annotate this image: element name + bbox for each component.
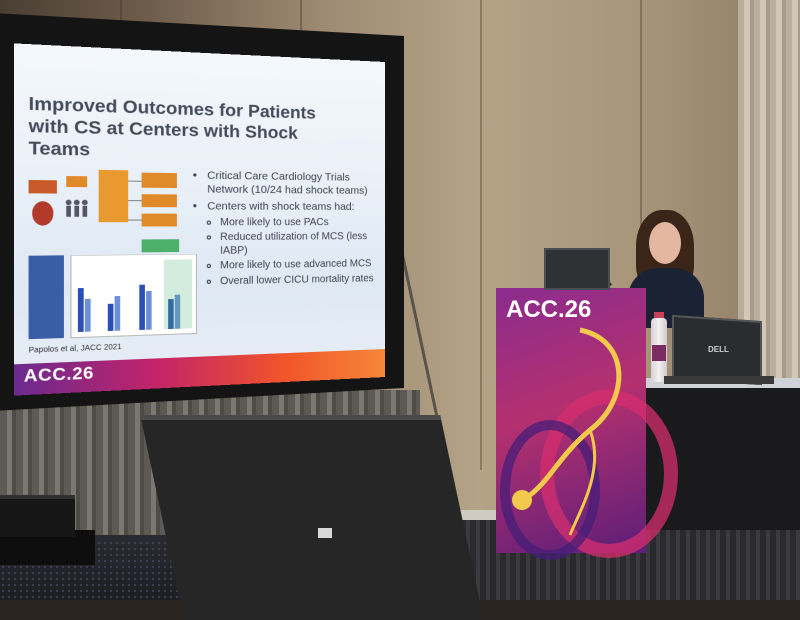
stethoscope-chestpiece [512, 490, 532, 510]
bullet-text: Centers with shock teams had: [207, 199, 355, 213]
bottle-label [652, 345, 666, 361]
floor-speaker [0, 495, 75, 537]
side-curtain [738, 0, 800, 380]
logo-text: ACC.26 [23, 364, 94, 387]
slide-footer-logo: ACC.26 [24, 364, 94, 387]
sub-bullet-item: More likely to use PACs [220, 216, 385, 229]
podium-graphic [500, 420, 600, 560]
sub-bullet-item: More likely to use advanced MCS [220, 258, 385, 273]
bottle-cap [654, 312, 664, 320]
shock-team-flow-diagram [28, 169, 180, 253]
asset-tag [318, 528, 332, 538]
logo-text: ACC.26 [506, 296, 592, 323]
laptop-brand-logo: DELL [708, 345, 729, 354]
flow-box [98, 169, 129, 223]
heart-icon [32, 201, 54, 226]
stethoscope-tube [568, 429, 597, 536]
laptop-base [664, 376, 774, 384]
sub-bullet-item: Reduced utilization of MCS (less IABP) [220, 231, 385, 258]
bar [77, 288, 84, 333]
projected-slide: Improved Outcomes for Patients with CS a… [14, 43, 385, 396]
flow-box [66, 175, 88, 188]
bar [114, 295, 121, 331]
presenter-face [649, 222, 681, 264]
flow-box [141, 194, 177, 208]
highlight-region [163, 259, 193, 330]
confidence-monitor [140, 415, 484, 620]
sub-bullet-item: Overall lower CICU mortality rates [220, 273, 385, 289]
flow-box [141, 213, 177, 227]
bar [84, 298, 91, 332]
flow-box [28, 179, 57, 194]
stethoscope-graphic [512, 327, 622, 536]
bar [146, 290, 152, 330]
chart-plot-area [71, 254, 197, 338]
team-people-icon [65, 199, 88, 217]
bullet-item: Centers with shock teams had: More likel… [207, 200, 385, 289]
bar [107, 303, 114, 332]
wall-seam [480, 0, 482, 470]
outcomes-bar-chart [28, 254, 199, 345]
bar [139, 284, 145, 331]
podium-logo: ACC.26 [506, 296, 591, 324]
stethoscope-tube [528, 327, 622, 497]
podium-laptop [544, 248, 610, 290]
flow-box [141, 172, 177, 189]
slide-title: Improved Outcomes for Patients with CS a… [28, 93, 316, 160]
flow-arrows [128, 181, 141, 220]
slide-bullets: Critical Care Cardiology Trials Network … [196, 169, 385, 293]
flow-box [141, 239, 180, 253]
chart-table-block [28, 255, 64, 340]
bullet-item: Critical Care Cardiology Trials Network … [207, 169, 385, 197]
